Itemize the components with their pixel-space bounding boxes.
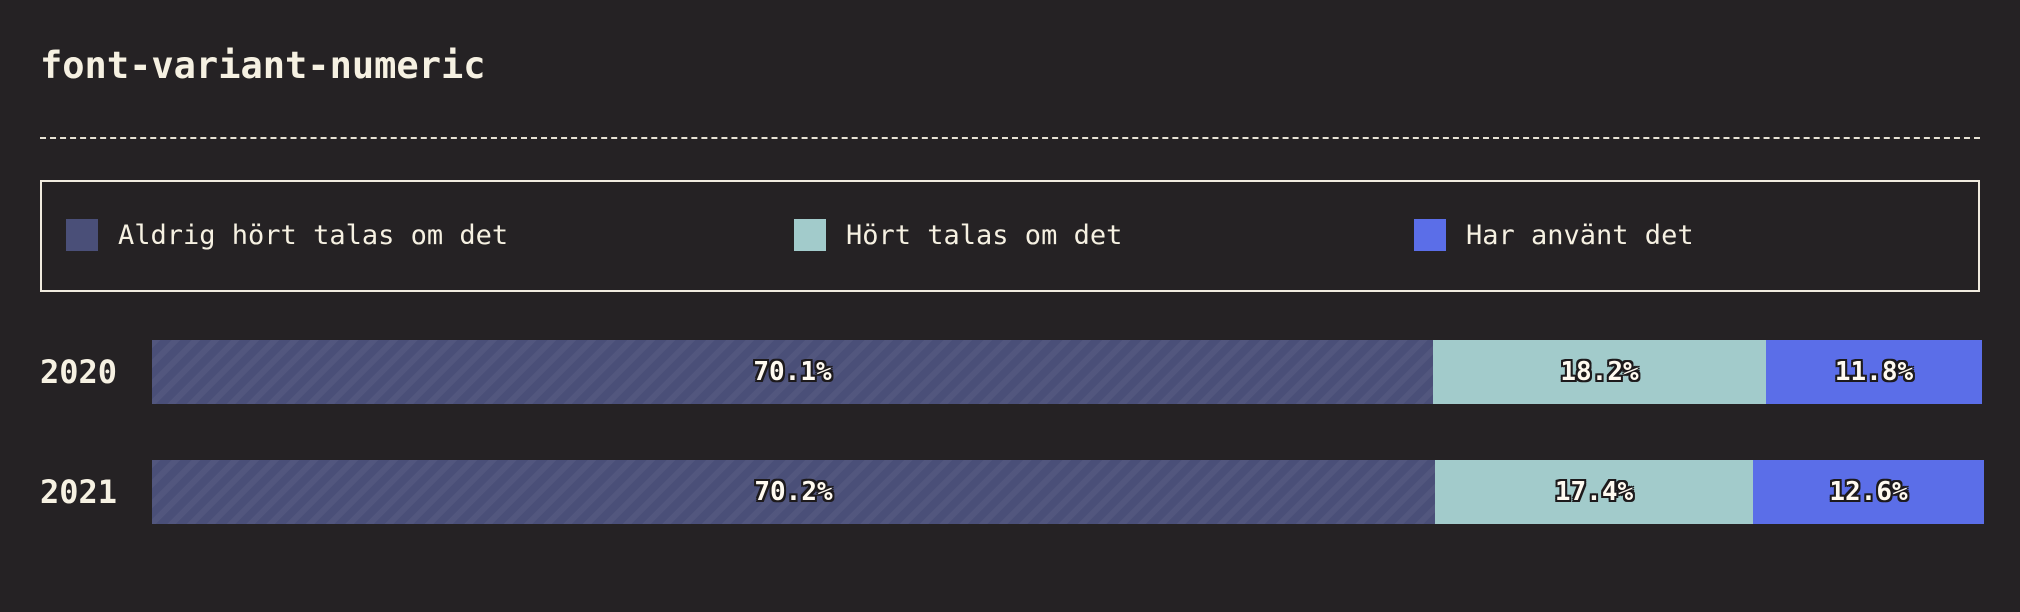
data-label-2021-2: 12.6% (1829, 477, 1908, 507)
data-label-2020-2: 11.8% (1834, 357, 1914, 387)
data-label-2021-0: 70.2% (754, 477, 833, 507)
row-label-2020: 2020 (40, 353, 118, 391)
row-label-2021: 2021 (40, 473, 118, 511)
bar-segment-2020-1: 18.2% (1433, 340, 1766, 404)
legend-swatch-heard-of (794, 219, 826, 251)
legend: Aldrig hört talas om det Hört talas om d… (40, 180, 1980, 292)
legend-item-used-it: Har använt det (1414, 218, 1694, 252)
bar-segment-2021-1: 17.4% (1435, 460, 1753, 524)
bar-segment-2021-0: 70.2% (152, 460, 1435, 524)
data-label-2021-1: 17.4% (1554, 477, 1634, 507)
legend-item-heard-of: Hört talas om det (794, 218, 1122, 252)
bar-segment-2020-0: 70.1% (152, 340, 1433, 404)
legend-swatch-used-it (1414, 219, 1446, 251)
title-divider (40, 137, 1980, 139)
bar-2021: 70.2% 17.4% 12.6% (152, 460, 1984, 524)
bar-2020: 70.1% 18.2% 11.8% (152, 340, 1982, 404)
bar-segment-2021-2: 12.6% (1753, 460, 1984, 524)
legend-label-heard-of: Hört talas om det (846, 219, 1123, 251)
bar-segment-2020-2: 11.8% (1766, 340, 1982, 404)
data-label-2020-1: 18.2% (1560, 357, 1639, 387)
legend-label-never-heard: Aldrig hört talas om det (118, 219, 509, 251)
legend-label-used-it: Har använt det (1466, 219, 1694, 251)
legend-item-never-heard: Aldrig hört talas om det (66, 218, 508, 252)
data-label-2020-0: 70.1% (753, 357, 832, 387)
legend-swatch-never-heard (66, 219, 98, 251)
chart-title: font-variant-numeric (40, 44, 486, 87)
